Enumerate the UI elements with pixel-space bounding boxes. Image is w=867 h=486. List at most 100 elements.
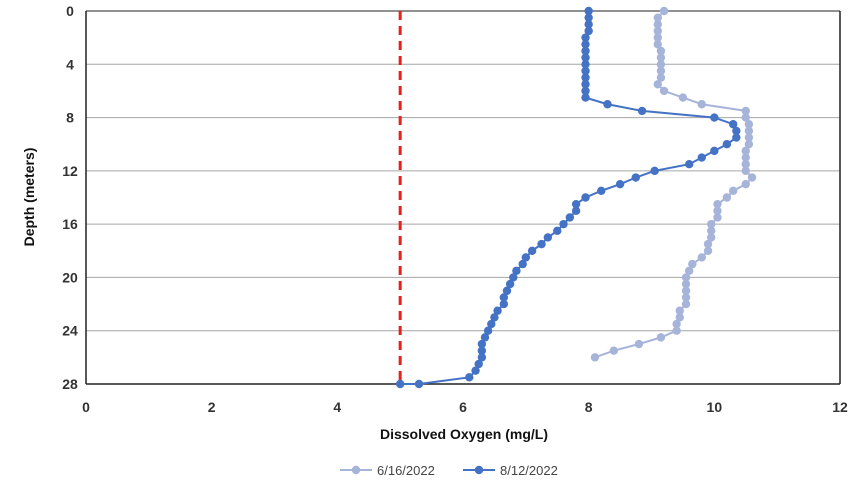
series-1-point bbox=[590, 353, 600, 362]
series-2-point bbox=[477, 339, 487, 349]
series-2-point bbox=[637, 106, 647, 116]
series-2-point bbox=[581, 46, 590, 56]
series-2-point bbox=[477, 353, 487, 362]
series-1-point bbox=[656, 46, 666, 56]
series-2-point bbox=[490, 313, 499, 322]
x-tick-label-4: 4 bbox=[333, 399, 341, 415]
series-1-point bbox=[706, 233, 716, 242]
series-1-point bbox=[681, 293, 691, 302]
series-2-point bbox=[509, 273, 518, 282]
series-2-point bbox=[414, 379, 424, 389]
series-2-point bbox=[581, 33, 590, 42]
series-1-point bbox=[656, 53, 666, 62]
series-2-point bbox=[518, 259, 527, 269]
series-1-point bbox=[741, 159, 750, 169]
series-1-point bbox=[741, 113, 750, 122]
series-2-point bbox=[581, 193, 590, 202]
series-2-point bbox=[537, 239, 546, 249]
series-1-point bbox=[609, 346, 618, 355]
series-2-point bbox=[581, 40, 590, 49]
grid-layer bbox=[85, 10, 841, 385]
series-2-point bbox=[685, 159, 694, 169]
series-2-point bbox=[487, 319, 496, 329]
series-2-point bbox=[559, 219, 568, 229]
series-2-point bbox=[480, 333, 490, 342]
series-1-point bbox=[685, 266, 694, 275]
series-1-point bbox=[653, 33, 662, 42]
series-1-point bbox=[678, 93, 688, 102]
legend-swatch-marker-1 bbox=[351, 465, 361, 475]
series-2-point bbox=[728, 120, 738, 129]
series-2-point bbox=[722, 140, 732, 149]
series-2-point bbox=[732, 126, 741, 136]
legend-label-2: 8/12/2022 bbox=[500, 463, 558, 478]
series-1-point bbox=[741, 153, 750, 162]
series-1-point bbox=[656, 333, 666, 342]
series-1-point bbox=[634, 339, 644, 349]
legend: 6/16/2022 8/12/2022 bbox=[340, 463, 558, 478]
series-2-point bbox=[521, 253, 531, 262]
series-2-point bbox=[584, 6, 593, 16]
series-2-point bbox=[631, 173, 640, 182]
series-1-point bbox=[681, 299, 691, 309]
x-tick-label-2: 2 bbox=[208, 399, 216, 415]
series-1-point bbox=[653, 80, 662, 89]
series-1-point bbox=[741, 146, 750, 156]
series-2-point bbox=[465, 373, 474, 382]
series-2-point bbox=[581, 93, 590, 102]
series-2-point bbox=[581, 73, 590, 82]
series-2-point bbox=[584, 20, 593, 29]
series-1-point bbox=[653, 40, 662, 49]
series-1-point bbox=[656, 66, 666, 76]
series-2-point bbox=[502, 286, 512, 295]
series-2-point bbox=[471, 366, 480, 375]
series-2-point bbox=[477, 346, 487, 355]
series-1 bbox=[590, 6, 757, 362]
series-2-point bbox=[543, 233, 553, 242]
y-tick-label-16: 16 bbox=[62, 216, 78, 232]
legend-label-1: 6/16/2022 bbox=[377, 463, 435, 478]
series-2-point bbox=[493, 306, 502, 315]
series-2-point bbox=[483, 326, 493, 335]
y-tick-label-24: 24 bbox=[62, 323, 78, 339]
y-tick-label-12: 12 bbox=[62, 163, 78, 179]
series-2-point bbox=[584, 13, 593, 22]
series-1-point bbox=[744, 120, 754, 129]
legend-swatch-marker-2 bbox=[474, 465, 484, 475]
series-1-point bbox=[713, 213, 722, 222]
series-1-point bbox=[653, 13, 662, 22]
y-tick-label-0: 0 bbox=[66, 3, 74, 19]
x-tick-label-8: 8 bbox=[585, 399, 593, 415]
series-line-2 bbox=[400, 11, 738, 385]
series-1-point bbox=[672, 319, 681, 329]
x-tick-label-12: 12 bbox=[832, 399, 848, 415]
series-1-point bbox=[747, 173, 757, 182]
x-tick-label-6: 6 bbox=[459, 399, 467, 415]
y-tick-label-4: 4 bbox=[66, 56, 74, 72]
series-layer bbox=[395, 6, 757, 389]
series-2-point bbox=[710, 146, 719, 156]
series-1-point bbox=[656, 73, 666, 82]
series-2-point bbox=[584, 26, 593, 36]
series-1-point bbox=[713, 199, 722, 209]
series-1-point bbox=[659, 86, 669, 96]
series-1-point bbox=[672, 326, 681, 335]
series-2-point bbox=[650, 166, 659, 176]
y-tick-label-28: 28 bbox=[62, 376, 78, 392]
series-2-point bbox=[597, 186, 606, 196]
series-1-point bbox=[681, 273, 691, 282]
x-tick-label-10: 10 bbox=[707, 399, 723, 415]
series-2-point bbox=[474, 359, 483, 369]
series-1-point bbox=[656, 60, 666, 69]
x-axis-title: Dissolved Oxygen (mg/L) bbox=[380, 426, 548, 442]
x-tick-label-0: 0 bbox=[82, 399, 90, 415]
series-2-point bbox=[505, 279, 515, 289]
series-1-point bbox=[713, 206, 722, 216]
series-2-point bbox=[603, 100, 612, 109]
series-2-point bbox=[581, 60, 590, 69]
series-1-point bbox=[659, 6, 669, 16]
series-1-point bbox=[653, 26, 662, 36]
